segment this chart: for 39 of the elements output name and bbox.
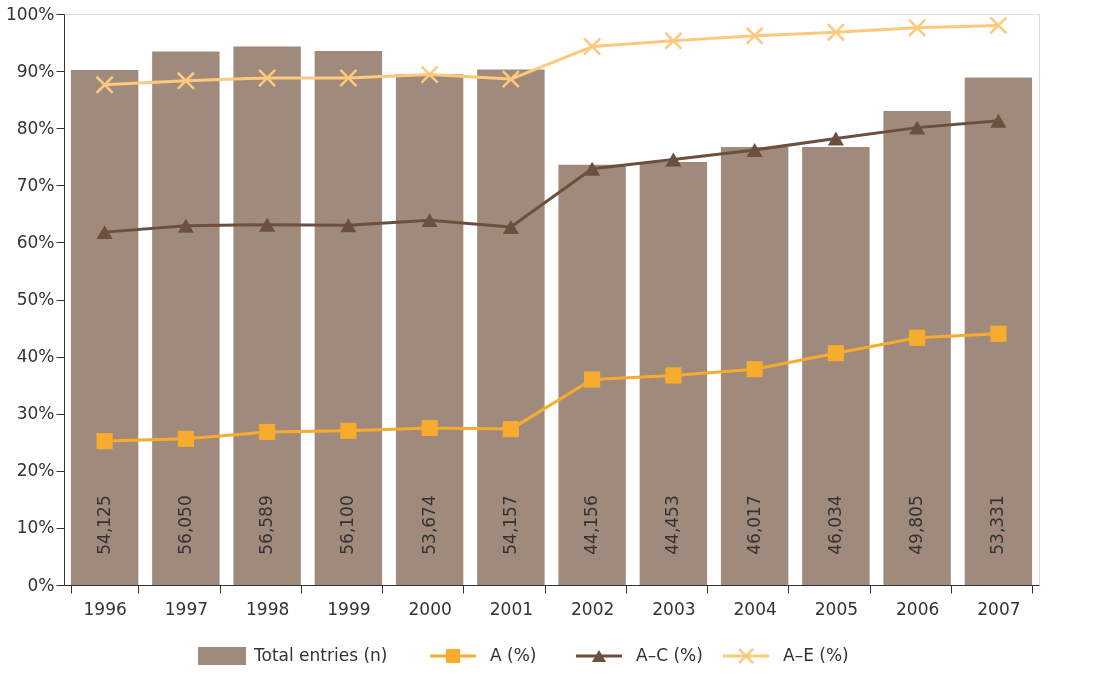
data-label: 56,050 [174, 495, 195, 555]
data-label: 46,017 [743, 495, 764, 555]
legend-label: Total entries (n) [253, 645, 388, 665]
y-tick-label: 10% [16, 517, 55, 538]
y-tick-label: 90% [16, 60, 55, 81]
y-tick-label: 70% [16, 174, 55, 195]
x-tick-label: 2006 [895, 598, 940, 619]
data-label: 46,034 [824, 495, 845, 555]
x-tick-label: 2002 [570, 598, 615, 619]
x-tick-label: 2007 [977, 598, 1021, 619]
x-tick-label: 2000 [408, 598, 452, 619]
y-tick-label: 0% [27, 574, 55, 595]
data-label: 53,674 [418, 495, 439, 555]
data-label: 56,589 [256, 495, 277, 555]
data-label: 54,157 [499, 495, 520, 555]
y-tick-label: 30% [16, 403, 55, 424]
y-tick-label: 50% [16, 289, 55, 309]
data-label: 49,805 [906, 495, 927, 555]
y-tick-label: 60% [16, 231, 55, 252]
y-tick-label: 40% [16, 346, 55, 367]
x-tick-label: 2001 [489, 598, 534, 619]
x-tick-label: 2004 [733, 598, 777, 619]
y-tick-label: 80% [16, 117, 55, 138]
data-label: 56,100 [337, 495, 358, 555]
x-tick-label: 1999 [327, 598, 371, 619]
y-tick-label: 100% [5, 3, 55, 24]
y-tick-label: 20% [16, 460, 55, 481]
data-label: 53,331 [987, 495, 1008, 555]
legend-label: A (%) [490, 645, 537, 665]
legend-label: A–C (%) [636, 645, 703, 665]
legend-label: A–E (%) [783, 645, 849, 665]
data-label: 44,453 [662, 495, 683, 555]
x-tick-label: 1997 [164, 598, 209, 619]
x-tick-label: 2003 [652, 598, 696, 619]
x-tick-label: 1998 [245, 598, 290, 619]
x-tick-label: 2005 [814, 598, 859, 619]
data-label: 54,125 [93, 495, 114, 555]
x-tick-label: 1996 [83, 598, 127, 619]
data-label: 44,156 [581, 495, 602, 555]
